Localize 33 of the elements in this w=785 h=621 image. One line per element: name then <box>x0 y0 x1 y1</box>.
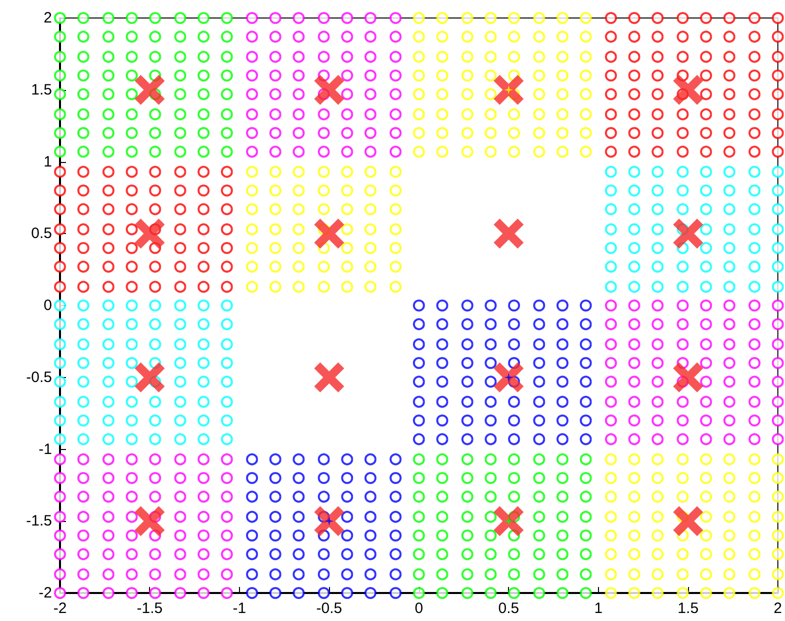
y-tick-label: -1.5 <box>26 512 52 530</box>
x-tick-label: -1.5 <box>136 600 163 617</box>
y-tick-label: 1.5 <box>31 81 52 98</box>
point <box>494 506 524 536</box>
point <box>134 218 165 249</box>
point <box>134 74 165 105</box>
point <box>673 362 704 392</box>
point <box>134 362 165 392</box>
x-tick-label: 0.5 <box>498 600 520 617</box>
point <box>314 506 344 536</box>
y-tick-label: 2 <box>44 10 52 26</box>
point <box>314 74 344 105</box>
point <box>314 362 344 392</box>
y-tick-label: -2 <box>38 584 52 602</box>
point <box>673 218 704 249</box>
y-tick-label: 1 <box>44 153 52 170</box>
point <box>673 74 704 105</box>
x-tick-label: -0.5 <box>316 600 342 617</box>
y-tick-label: -0.5 <box>26 368 52 386</box>
y-tick-label: 0 <box>44 297 52 314</box>
x-tick-label: -1 <box>232 600 246 617</box>
point <box>134 506 165 536</box>
y-tick-label: -1 <box>38 440 52 458</box>
point <box>673 506 704 536</box>
point <box>494 218 524 249</box>
y-tick-label: 0.5 <box>31 225 52 242</box>
x-tick-label: 1.5 <box>678 600 699 617</box>
x-tick-label: 0 <box>414 600 424 617</box>
x-tick-label: 1 <box>594 600 603 617</box>
x-tick-label: 2 <box>774 600 782 617</box>
point <box>494 362 524 392</box>
point <box>314 218 344 249</box>
point <box>494 74 524 105</box>
